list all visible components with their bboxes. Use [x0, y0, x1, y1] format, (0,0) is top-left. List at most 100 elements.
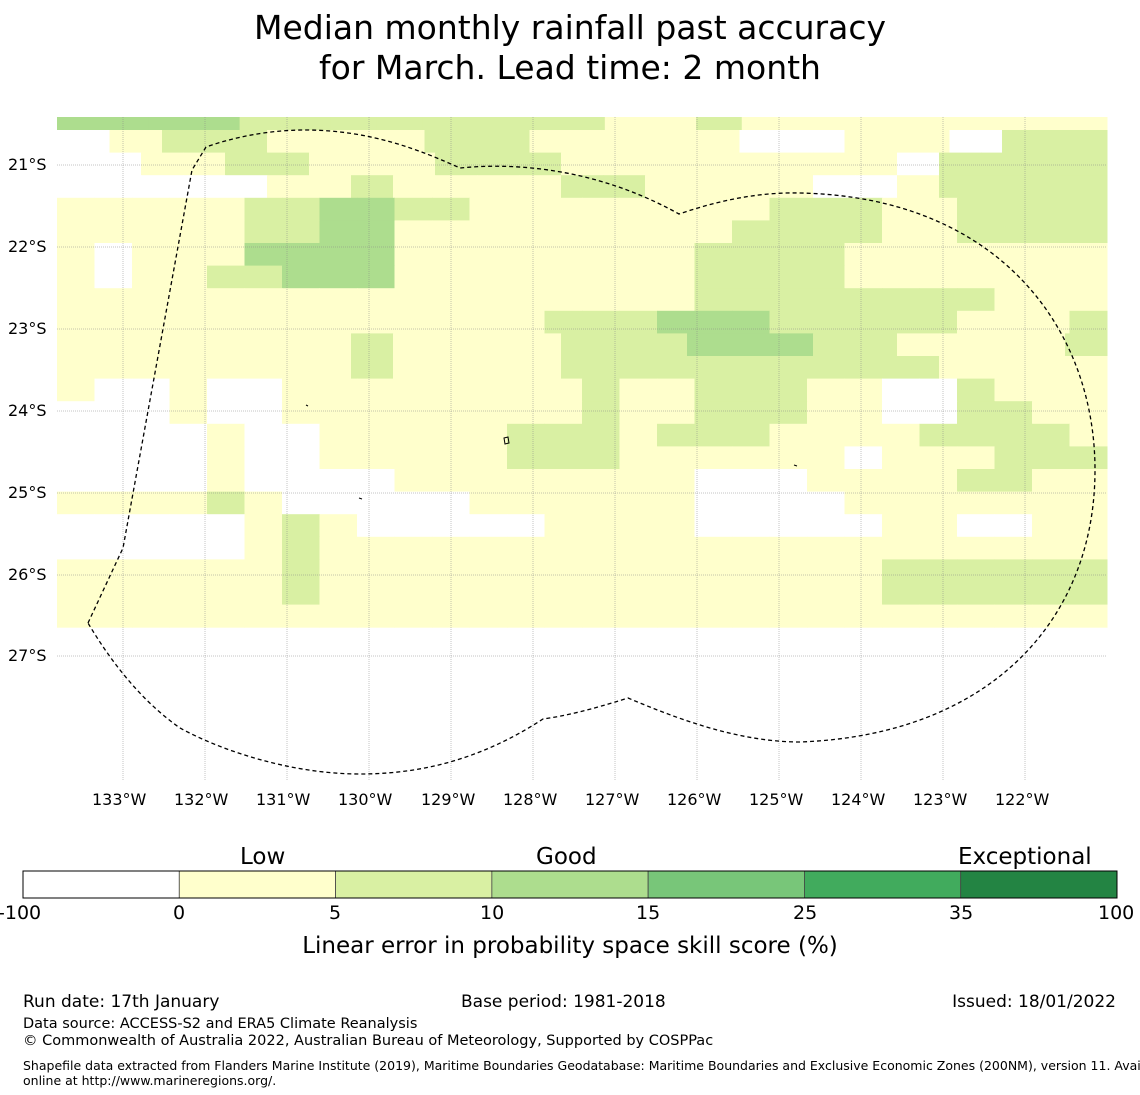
- skill-cell: [657, 582, 695, 606]
- skill-cell: [957, 469, 995, 493]
- colorbar-swatch: [960, 870, 1118, 899]
- skill-cell: [169, 423, 208, 447]
- skill-cell: [882, 491, 920, 515]
- skill-cell: [57, 604, 95, 628]
- skill-cell: [57, 220, 95, 244]
- skill-cell: [319, 378, 358, 402]
- skill-cell: [855, 152, 898, 176]
- skill-cell: [855, 333, 898, 357]
- skill-cell: [544, 378, 583, 402]
- skill-cell: [855, 175, 898, 199]
- skill-cell: [807, 310, 845, 334]
- skill-cell: [319, 536, 358, 560]
- skill-cell: [994, 491, 1033, 515]
- skill-cell: [813, 152, 856, 176]
- skill-cell: [582, 604, 620, 628]
- skill-cell: [244, 469, 283, 493]
- shapefile-credit-line-1: Shapefile data extracted from Flanders M…: [23, 1058, 1140, 1073]
- skill-cell: [582, 197, 620, 221]
- skill-cell: [561, 152, 604, 176]
- skill-cell: [132, 514, 170, 538]
- skill-cell: [372, 130, 425, 154]
- skill-cell: [357, 378, 395, 402]
- skill-cell: [582, 514, 620, 538]
- skill-cell: [225, 333, 268, 357]
- skill-cell: [132, 197, 170, 221]
- skill-cell: [1069, 582, 1108, 606]
- skill-cell: [169, 243, 208, 267]
- skill-cell: [1069, 604, 1108, 628]
- skill-cell: [477, 333, 520, 357]
- lon-label: 123°W: [913, 790, 968, 809]
- skill-cell: [694, 220, 733, 244]
- skill-cell: [141, 356, 184, 380]
- skill-cell: [603, 152, 646, 176]
- skill-cell: [282, 469, 320, 493]
- skill-cell: [994, 265, 1033, 289]
- skill-cell: [357, 423, 395, 447]
- skill-cell: [807, 197, 845, 221]
- skill-cell: [1032, 423, 1070, 447]
- skill-cell: [807, 423, 845, 447]
- skill-cell: [544, 220, 583, 244]
- skill-cell: [645, 152, 688, 176]
- skill-cell: [132, 582, 170, 606]
- colorbar-category-low: Low: [240, 844, 286, 870]
- skill-cell: [1061, 117, 1108, 131]
- skill-cell: [57, 243, 95, 267]
- skill-cell: [239, 117, 286, 131]
- skill-cell: [183, 152, 226, 176]
- skill-cell: [225, 356, 268, 380]
- skill-cell: [619, 536, 658, 560]
- skill-cell: [94, 536, 133, 560]
- skill-cell: [687, 175, 730, 199]
- skill-cell: [507, 288, 545, 312]
- skill-cell: [807, 491, 845, 515]
- skill-cell: [1032, 604, 1070, 628]
- skill-cell: [582, 446, 620, 470]
- skill-cell: [282, 604, 320, 628]
- skill-cell: [769, 604, 808, 628]
- skill-cell: [582, 469, 620, 493]
- skill-cell: [282, 243, 320, 267]
- lon-label: 130°W: [338, 790, 393, 809]
- skill-cell: [732, 514, 770, 538]
- skill-cell: [1069, 197, 1108, 221]
- skill-cell: [732, 197, 770, 221]
- skill-cell: [769, 446, 808, 470]
- skill-cell: [319, 265, 358, 289]
- skill-cell: [432, 536, 470, 560]
- skill-cell: [957, 446, 995, 470]
- skill-cell: [477, 152, 520, 176]
- skill-cell: [657, 310, 695, 334]
- skill-cell: [732, 536, 770, 560]
- skill-cell: [559, 117, 606, 131]
- skill-cell: [1032, 401, 1070, 425]
- skill-cell: [1069, 378, 1108, 402]
- skill-grid: [57, 117, 1108, 628]
- skill-cell: [351, 356, 394, 380]
- title-line-2: for March. Lead time: 2 month: [319, 48, 821, 87]
- skill-cell: [394, 401, 433, 425]
- skill-cell: [193, 117, 241, 131]
- skill-cell: [319, 582, 358, 606]
- skill-cell: [282, 310, 320, 334]
- skill-cell: [897, 152, 940, 176]
- skill-cell: [582, 401, 620, 425]
- skill-cell: [319, 423, 358, 447]
- skill-cell: [957, 310, 995, 334]
- skill-cell: [919, 265, 958, 289]
- skill-cell: [994, 423, 1033, 447]
- skill-cell: [882, 310, 920, 334]
- skill-cell: [957, 604, 995, 628]
- skill-cell: [207, 446, 245, 470]
- skill-cell: [94, 310, 133, 334]
- skill-cell: [282, 265, 320, 289]
- skill-cell: [732, 220, 770, 244]
- skill-cell: [919, 220, 958, 244]
- skill-cell: [319, 559, 358, 583]
- skill-cell: [807, 514, 845, 538]
- skill-cell: [771, 356, 814, 380]
- skill-cell: [645, 356, 688, 380]
